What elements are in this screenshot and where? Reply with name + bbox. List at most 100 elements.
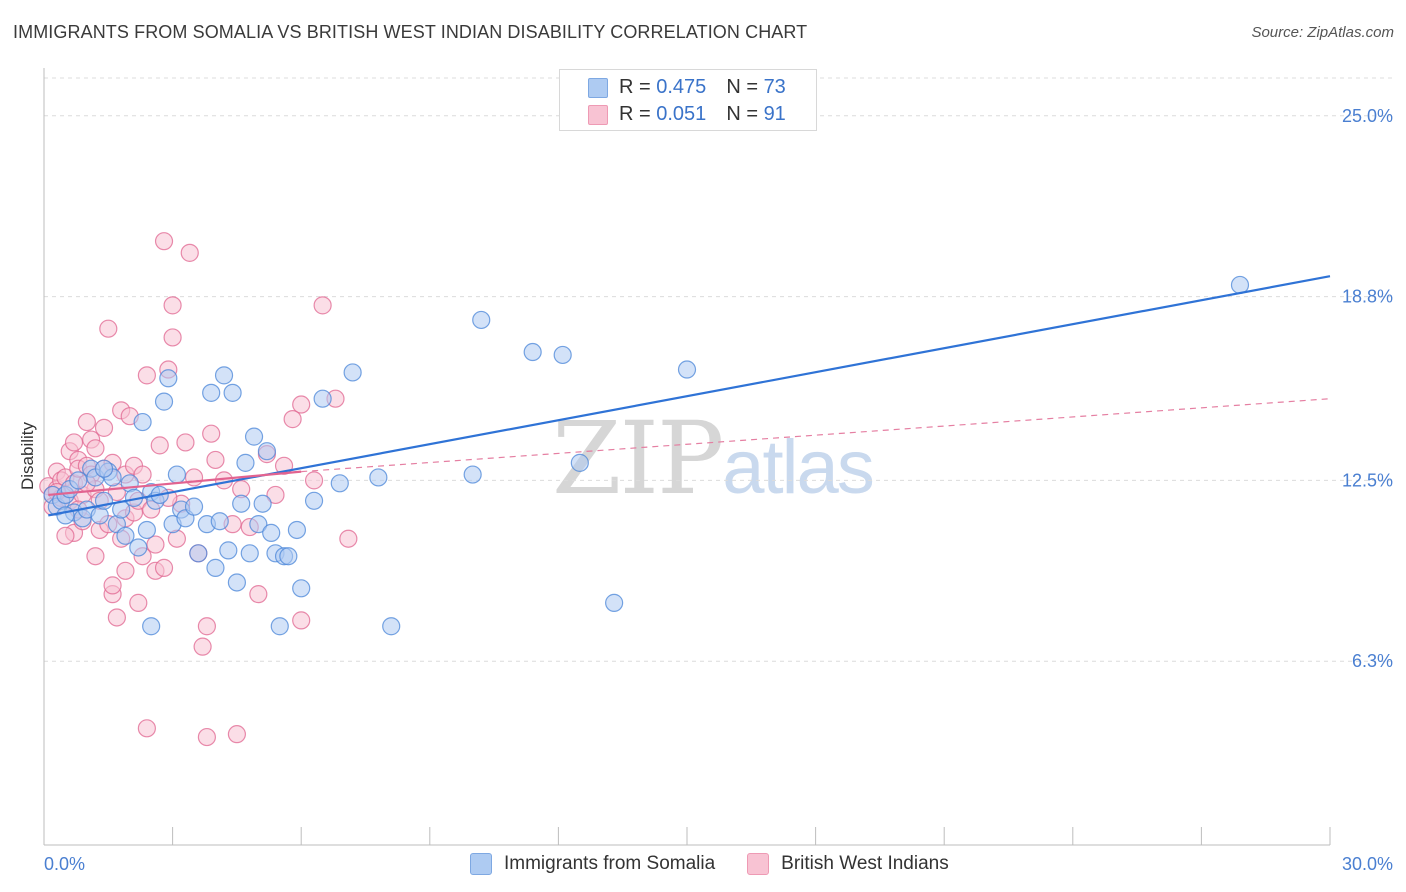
scatter-point-bwi (184, 468, 204, 487)
legend-r-value: 0.475 (656, 75, 707, 98)
scatter-point-bwi (133, 465, 152, 484)
scatter-point-somalia (94, 459, 114, 478)
scatter-point-somalia (223, 383, 242, 402)
scatter-point-bwi (150, 436, 169, 455)
scatter-point-somalia (343, 363, 362, 382)
scatter-point-bwi (163, 328, 182, 347)
y-tick-label: 6.3% (1352, 651, 1393, 671)
legend-r-label: R = (619, 75, 657, 98)
scatter-point-somalia (116, 526, 135, 545)
legend-n-label: N = (726, 102, 764, 125)
legend-n-value: 91 (763, 102, 786, 125)
series-legend-somalia: Immigrants from Somalia (470, 853, 715, 875)
correlation-legend: R = 0.475 N = 73 R = 0.051 N = 91 (559, 69, 817, 131)
scatter-point-bwi (146, 535, 165, 554)
scatter-point-somalia (214, 366, 234, 385)
series-legend-bwi: British West Indians (747, 853, 949, 875)
scatter-point-somalia (56, 506, 75, 525)
scatter-point-bwi (206, 450, 225, 470)
scatter-point-bwi (304, 471, 324, 490)
scatter-point-bwi (137, 719, 156, 738)
y-tick-label: 12.5% (1342, 470, 1393, 490)
scatter-point-bwi (249, 585, 268, 604)
scatter-point-bwi (99, 319, 118, 338)
scatter-point-bwi (86, 439, 105, 458)
scatter-point-somalia (189, 544, 208, 563)
scatter-point-somalia (257, 442, 277, 461)
scatter-point-somalia (133, 412, 152, 432)
scatter-point-somalia (553, 345, 572, 365)
scatter-point-bwi (129, 593, 148, 612)
scatter-point-somalia (137, 520, 156, 540)
scatter-point-bwi (339, 529, 358, 548)
scatter-point-bwi (56, 526, 75, 545)
series-label-bwi: British West Indians (781, 853, 949, 874)
scatter-point-bwi (163, 296, 182, 315)
y-axis-title: Disability (18, 421, 37, 490)
legend-swatch-somalia (588, 78, 608, 98)
scatter-point-bwi (154, 232, 174, 251)
scatter-point-somalia (382, 617, 401, 636)
scatter-point-somalia (206, 558, 225, 577)
scatter-point-bwi (197, 727, 216, 747)
legend-row-somalia: R = 0.475 N = 73 (588, 75, 786, 99)
trend-line-bwi (48, 470, 302, 497)
legend-n-label: N = (726, 75, 764, 98)
scatter-point-somalia (227, 573, 246, 592)
scatter-point-somalia (69, 471, 88, 490)
scatter-point-somalia (184, 497, 204, 516)
scatter-point-somalia (304, 491, 324, 510)
scatter-point-somalia (253, 494, 272, 513)
scatter-point-bwi (176, 433, 195, 452)
scatter-point-bwi (193, 637, 212, 656)
scatter-point-somalia (472, 310, 491, 330)
scatter-point-bwi (180, 243, 199, 262)
legend-n-value: 73 (763, 75, 786, 98)
scatter-point-somalia (292, 579, 311, 598)
series-legend: Immigrants from Somalia British West Ind… (470, 852, 981, 876)
scatter-point-bwi (292, 611, 311, 630)
scatter-point-somalia (249, 515, 268, 534)
series-label-somalia: Immigrants from Somalia (504, 853, 716, 874)
scatter-point-bwi (116, 561, 135, 580)
scatter-point-bwi (227, 725, 246, 744)
scatter-point-bwi (202, 424, 221, 443)
series-swatch-bwi (747, 853, 770, 875)
scatter-point-bwi (107, 608, 126, 627)
x-tick-label: 30.0% (1342, 854, 1393, 874)
scatter-point-somalia (244, 427, 264, 446)
legend-swatch-bwi (588, 105, 608, 125)
series-swatch-somalia (470, 853, 492, 875)
scatter-point-somalia (202, 383, 221, 402)
scatter-point-bwi (103, 576, 122, 595)
scatter-point-somalia (523, 342, 542, 362)
scatter-point-somalia (279, 547, 298, 566)
scatter-point-bwi (137, 366, 156, 385)
scatter-point-bwi (86, 547, 105, 566)
scatter-point-somalia (240, 544, 259, 563)
x-tick-label: 0.0% (44, 854, 85, 874)
scatter-point-somalia (154, 392, 174, 411)
scatter-point-somalia (210, 512, 229, 531)
scatter-point-somalia (605, 593, 624, 612)
scatter-point-somalia (236, 453, 255, 472)
scatter-point-bwi (292, 395, 311, 414)
source-credit: Source: ZipAtlas.com (1251, 24, 1394, 41)
scatter-point-somalia (570, 453, 589, 472)
scatter-point-bwi (154, 558, 174, 577)
scatter-point-bwi (77, 412, 96, 432)
scatter-point-somalia (330, 474, 349, 493)
y-tick-label: 25.0% (1342, 106, 1393, 126)
legend-r-value: 0.051 (656, 102, 707, 125)
legend-row-bwi: R = 0.051 N = 91 (588, 102, 786, 126)
scatter-point-somalia (369, 468, 388, 487)
chart-title: IMMIGRANTS FROM SOMALIA VS BRITISH WEST … (13, 22, 808, 42)
scatter-point-bwi (64, 433, 84, 452)
legend-r-label: R = (619, 102, 657, 125)
scatter-point-somalia (142, 617, 161, 636)
scatter-point-somalia (313, 389, 332, 408)
scatter-point-somalia (159, 369, 178, 388)
scatter-point-bwi (266, 485, 285, 505)
scatter-point-somalia (677, 360, 697, 379)
